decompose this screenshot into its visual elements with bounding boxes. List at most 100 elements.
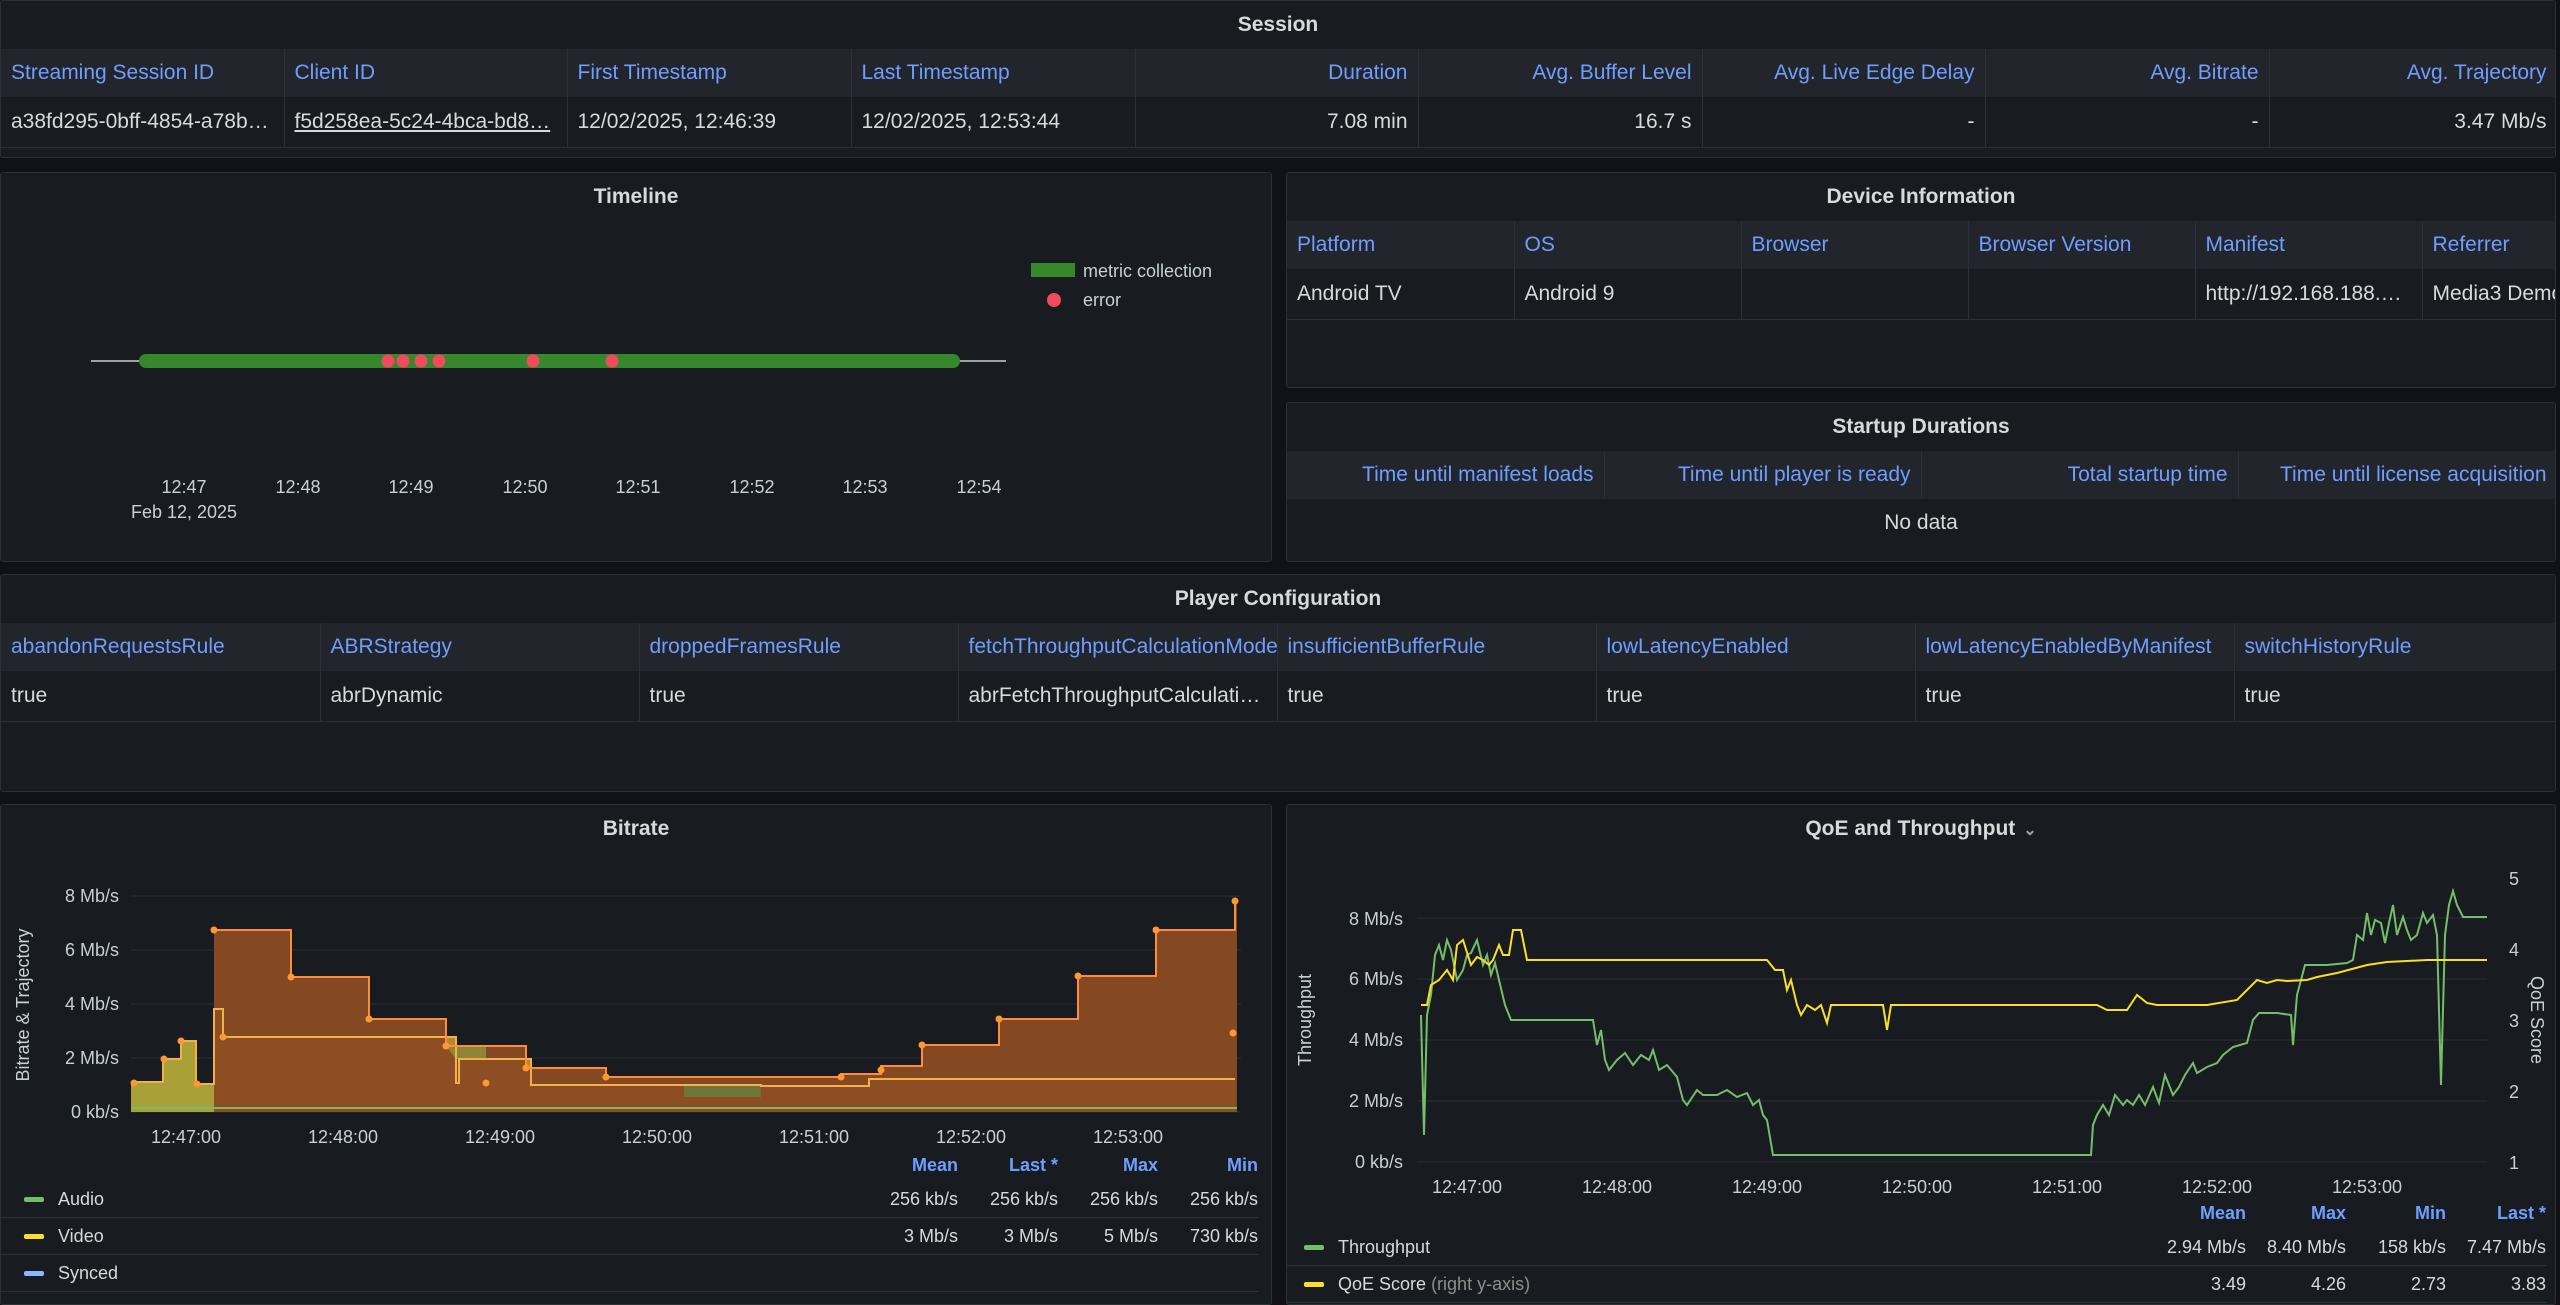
col-avg-buffer-level[interactable]: Avg. Buffer Level — [1418, 49, 1703, 97]
col-platform[interactable]: Platform — [1287, 221, 1515, 269]
session-title: Session — [1237, 13, 1319, 36]
col-duration[interactable]: Duration — [1135, 49, 1419, 97]
table-row: a38fd295-0bff-4854-a78b… f5d258ea-5c24-4… — [1, 97, 2555, 148]
device-header-row: Platform OS Browser Browser Version Mani… — [1287, 221, 2555, 269]
col-avg-live-edge-delay[interactable]: Avg. Live Edge Delay — [1702, 49, 1986, 97]
error-marker[interactable] — [381, 354, 395, 368]
legend-row-qoe-score[interactable]: QoE Score (right y-axis) 3.49 4.26 2.73 … — [1287, 1265, 2547, 1303]
bitrate-chart: Bitrate & Trajectory 0 kb/s 2 Mb/s 4 Mb/… — [13, 886, 1241, 1147]
cell-duration: 7.08 min — [1135, 97, 1419, 148]
cell-referrer: Media3 Demo — [2422, 269, 2555, 320]
y-tick: 8 Mb/s — [1349, 909, 1403, 929]
col-low-latency-enabled-by-manifest[interactable]: lowLatencyEnabledByManifest — [1915, 623, 2235, 671]
x-tick: 12:52:00 — [2182, 1177, 2252, 1197]
legend-col-min[interactable]: Min — [2415, 1202, 2446, 1223]
video-line[interactable] — [131, 1008, 1235, 1087]
legend-row-video[interactable]: Video 3 Mb/s 3 Mb/s 5 Mb/s 730 kb/s — [1, 1217, 1259, 1255]
legend-col-min[interactable]: Min — [1227, 1154, 1258, 1175]
col-dropped-frames-rule[interactable]: droppedFramesRule — [639, 623, 959, 671]
player-config-panel: Player Configuration abandonRequestsRule… — [0, 574, 2556, 792]
col-client-id[interactable]: Client ID — [284, 49, 568, 97]
error-marker[interactable] — [432, 354, 446, 368]
legend-value: 3.83 — [2447, 1265, 2547, 1303]
cell-avg-trajectory: 3.47 Mb/s — [2269, 97, 2555, 148]
error-marker[interactable] — [605, 354, 619, 368]
y-tick: 4 Mb/s — [65, 994, 119, 1014]
col-insufficient-buffer-rule[interactable]: insufficientBufferRule — [1277, 623, 1597, 671]
qoe-score-line[interactable] — [1421, 929, 2487, 1031]
col-abr-strategy[interactable]: ABRStrategy — [320, 623, 640, 671]
error-marker[interactable] — [414, 354, 428, 368]
startup-durations-title: Startup Durations — [1832, 415, 2010, 438]
device-info-panel: Device Information Platform OS Browser B… — [1286, 172, 2556, 388]
device-info-title: Device Information — [1826, 185, 2016, 208]
player-config-table: abandonRequestsRule ABRStrategy droppedF… — [1, 623, 2555, 722]
legend-col-mean[interactable]: Mean — [911, 1154, 958, 1175]
legend-col-max[interactable]: Max — [1122, 1154, 1158, 1175]
x-tick: 12:53:00 — [2332, 1177, 2402, 1197]
qoe-title[interactable]: QoE and Throughput ⌄ — [1287, 817, 2555, 841]
chevron-down-icon[interactable]: ⌄ — [2023, 822, 2037, 839]
legend-value: 3 Mb/s — [959, 1217, 1059, 1255]
legend-col-last[interactable]: Last * — [2496, 1202, 2546, 1223]
tick-label: 12:51 — [615, 477, 660, 497]
timeline-panel: Timeline metric collection error 12:47 1… — [0, 172, 1272, 562]
col-streaming-session-id[interactable]: Streaming Session ID — [1, 49, 285, 97]
col-os[interactable]: OS — [1514, 221, 1742, 269]
legend-value: 7.47 Mb/s — [2447, 1229, 2547, 1266]
col-low-latency-enabled[interactable]: lowLatencyEnabled — [1596, 623, 1916, 671]
col-time-until-license-acquisition[interactable]: Time until license acquisition — [2238, 451, 2555, 499]
legend-row-audio[interactable]: Audio 256 kb/s 256 kb/s 256 kb/s 256 kb/… — [1, 1181, 1259, 1218]
legend-label: Audio — [58, 1188, 105, 1209]
x-tick: 12:50:00 — [1882, 1177, 1952, 1197]
cell-first-timestamp: 12/02/2025, 12:46:39 — [567, 97, 852, 148]
legend-error-label[interactable]: error — [1083, 290, 1121, 310]
legend-error-swatch — [1047, 293, 1061, 307]
col-first-timestamp[interactable]: First Timestamp — [567, 49, 852, 97]
trajectory-area[interactable] — [214, 901, 1237, 1112]
table-row: Android TV Android 9 http://192.168.188.… — [1287, 269, 2555, 320]
col-avg-trajectory[interactable]: Avg. Trajectory — [2269, 49, 2555, 97]
cell-switch-history-rule: true — [2234, 671, 2555, 722]
table-row: true abrDynamic true abrFetchThroughputC… — [1, 671, 2555, 722]
legend-label: Video — [58, 1225, 104, 1246]
synced-swatch — [24, 1271, 44, 1277]
col-referrer[interactable]: Referrer — [2422, 221, 2555, 269]
x-tick: 12:50:00 — [622, 1127, 692, 1147]
tick-label: 12:54 — [956, 477, 1001, 497]
x-tick: 12:51:00 — [2032, 1177, 2102, 1197]
col-total-startup-time[interactable]: Total startup time — [1921, 451, 2239, 499]
y-tick: 8 Mb/s — [65, 886, 119, 906]
error-marker[interactable] — [526, 354, 540, 368]
legend-metric-label[interactable]: metric collection — [1083, 261, 1212, 281]
tick-label: 12:48 — [275, 477, 320, 497]
y-tick-right: 4 — [2509, 940, 2519, 960]
col-time-until-player-ready[interactable]: Time until player is ready — [1604, 451, 1922, 499]
bitrate-ylabel: Bitrate & Trajectory — [13, 928, 33, 1081]
error-marker[interactable] — [396, 354, 410, 368]
col-avg-bitrate[interactable]: Avg. Bitrate — [1985, 49, 2270, 97]
col-manifest[interactable]: Manifest — [2195, 221, 2423, 269]
legend-col-mean[interactable]: Mean — [2199, 1202, 2246, 1223]
legend-col-max[interactable]: Max — [2310, 1202, 2346, 1223]
tick-label: 12:50 — [502, 477, 547, 497]
col-browser[interactable]: Browser — [1741, 221, 1969, 269]
legend-row-throughput[interactable]: Throughput 2.94 Mb/s 8.40 Mb/s 158 kb/s … — [1287, 1229, 2547, 1266]
col-browser-version[interactable]: Browser Version — [1968, 221, 2196, 269]
legend-value: 256 kb/s — [959, 1181, 1059, 1218]
col-fetch-throughput-calculation-mode[interactable]: fetchThroughputCalculationMode — [958, 623, 1278, 671]
col-last-timestamp[interactable]: Last Timestamp — [851, 49, 1136, 97]
cell-avg-bitrate: - — [1985, 97, 2270, 148]
col-abandon-requests-rule[interactable]: abandonRequestsRule — [1, 623, 321, 671]
x-tick: 12:47:00 — [1432, 1177, 1502, 1197]
col-switch-history-rule[interactable]: switchHistoryRule — [2234, 623, 2555, 671]
legend-row-synced[interactable]: Synced — [1, 1254, 1259, 1292]
legend-label: QoE Score — [1338, 1273, 1427, 1294]
y-tick-right: 5 — [2509, 869, 2519, 889]
legend-col-last[interactable]: Last * — [1008, 1154, 1058, 1175]
client-id-link[interactable]: f5d258ea-5c24-4bca-bd8… — [284, 97, 568, 148]
cell-platform: Android TV — [1287, 269, 1515, 320]
col-time-until-manifest-loads[interactable]: Time until manifest loads — [1287, 451, 1605, 499]
y-tick-right: 2 — [2509, 1082, 2519, 1102]
throughput-line[interactable] — [1420, 887, 2487, 1156]
